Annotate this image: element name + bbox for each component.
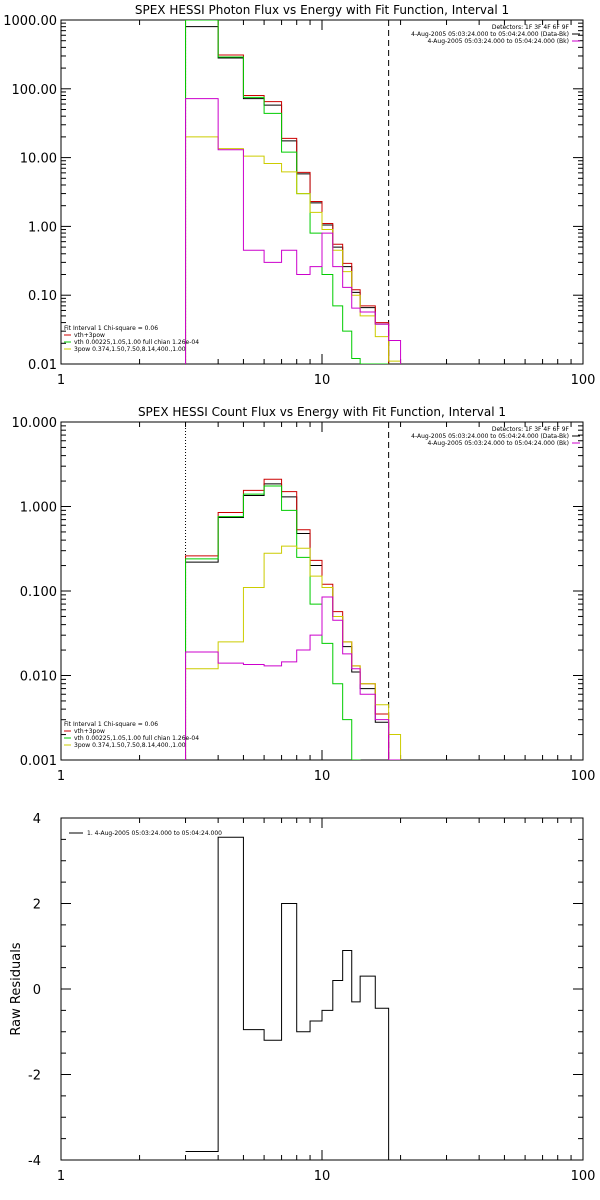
legend-left-entry: 3pow 0.374,1.50,7.50,8.14,400.,1.00 [74,742,186,749]
plot-frame [60,817,584,1161]
y-tick-label: 0 [33,983,41,998]
y-tick-label: 100.00 [12,83,58,98]
y-tick-label: 1000.00 [3,14,57,29]
series-bkg [185,596,402,760]
legend-right-entry: Detectors: 1F 3F 4F 6F 9F [492,426,570,433]
y-tick-label: 0.001 [20,754,57,769]
data-series-group [185,836,390,1160]
legend-left-entry: vth+3pow [74,728,105,735]
legend-left-entry: 3pow 0.374,1.50,7.50,8.14,400.,1.00 [74,346,186,353]
x-tick-label: 10 [314,373,331,388]
chart-title: SPEX HESSI Photon Flux vs Energy with Fi… [135,3,509,17]
legend-right-entry: 4-Aug-2005 05:03:24.000 to 05:04:24.000 … [411,31,569,38]
y-tick-label: 1.000 [20,501,57,516]
series-vth [185,20,390,364]
y-tick-label: 2 [33,898,41,913]
legend-left-entry: 1. 4-Aug-2005 05:03:24.000 to 05:04:24.0… [87,830,222,837]
data-series-group [185,478,402,760]
series-vth_3pow [185,20,390,364]
legend-right-entry: 4-Aug-2005 05:03:24.000 to 05:04:24.000 … [427,38,569,45]
y-tick-label: 0.10 [28,289,57,304]
legend-right-entry: 4-Aug-2005 05:03:24.000 to 05:04:24.000 … [427,440,569,447]
x-tick-label: 1 [57,1169,65,1184]
y-tick-label: -4 [28,1154,41,1169]
legend-right-entry: 4-Aug-2005 05:03:24.000 to 05:04:24.000 … [411,433,569,440]
legend-left-entry: vth+3pow [74,332,105,339]
x-tick-label: 10 [314,769,331,784]
x-tick-label: 100 [571,373,596,388]
legend-right-entry: Detectors: 1F 3F 4F 6F 9F [492,24,570,31]
series-vth_3pow [185,478,390,760]
y-tick-label: 0.100 [20,585,57,600]
y-tick-label: 1.00 [28,220,57,235]
y-tick-label: 10.000 [12,416,58,431]
series-pow [185,545,402,760]
data-series-group [185,20,402,364]
plot-frame [60,421,584,761]
x-tick-label: 100 [571,1169,596,1184]
series-total [185,836,390,1160]
x-tick-label: 100 [571,769,596,784]
plot-frame [60,19,584,365]
chart-title: SPEX HESSI Count Flux vs Energy with Fit… [138,405,506,419]
legend-left-entry: Fit Interval 1 Chi-square = 0.06 [64,721,158,728]
legend-left-entry: vth 0.00225,1.05,1.00 full chian 1.26e-0… [74,735,199,742]
y-axis-label: Raw Residuals [9,942,24,1035]
chart-panel-1: SPEX HESSI Photon Flux vs Energy with Fi… [3,3,596,388]
chart-panel-3: Raw Residuals 1 10 100 4 2 0 -2 -4 1. 4-Aug-2005 … [9,812,595,1184]
x-tick-label: 10 [314,1169,331,1184]
y-tick-label: 0.010 [20,670,57,685]
series-bkg [185,98,402,364]
chart-panel-2: SPEX HESSI Count Flux vs Energy with Fit… [12,405,596,784]
series-total [185,483,390,760]
y-tick-label: -2 [28,1069,41,1084]
y-tick-label: 10.00 [20,152,57,167]
x-tick-label: 1 [57,373,65,388]
series-total [185,26,390,364]
series-vth [185,485,361,760]
legend-left-entry: vth 0.00225,1.05,1.00 full chian 1.26e-0… [74,339,199,346]
x-tick-label: 1 [57,769,65,784]
y-tick-label: 0.01 [28,358,57,373]
y-tick-label: 4 [33,812,41,827]
legend-left-entry: Fit Interval 1 Chi-square = 0.06 [64,325,158,332]
